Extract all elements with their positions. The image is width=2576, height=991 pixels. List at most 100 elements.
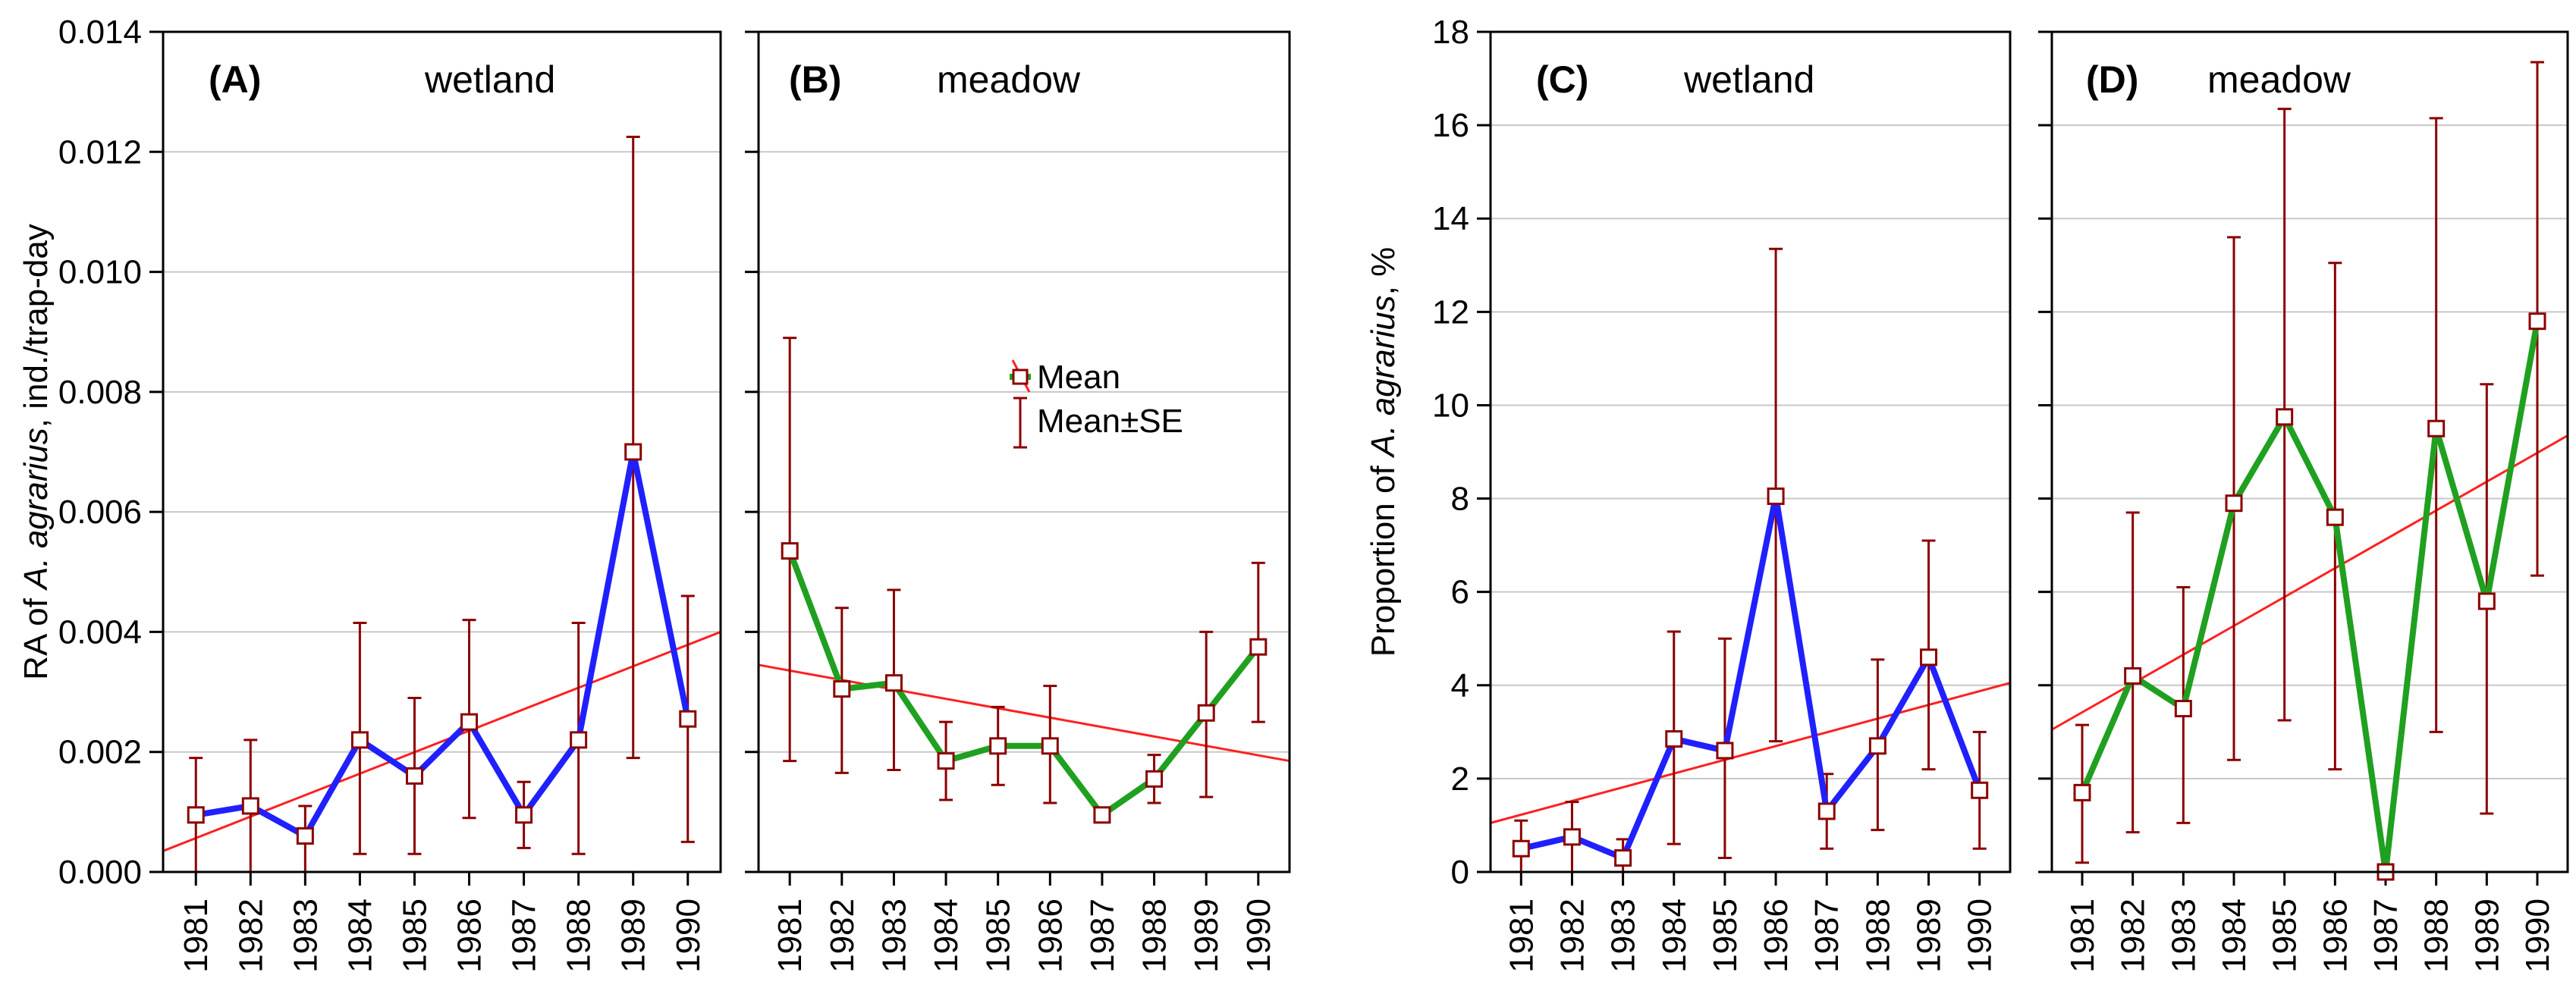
data-point <box>1249 638 1268 656</box>
x-tick-label: 1985 <box>396 898 433 973</box>
x-tick-label: 1986 <box>451 898 488 973</box>
x-tick-label: 1990 <box>670 898 707 973</box>
x-tick-label: 1983 <box>2165 898 2202 973</box>
y-tick-label: 0.014 <box>58 14 142 51</box>
y-tick-label: 14 <box>1432 200 1469 237</box>
data-point <box>2225 494 2243 513</box>
panel-label: (D) <box>2086 58 2138 101</box>
y-axis-title-species: A. agrarius <box>1365 295 1402 459</box>
data-point <box>1716 742 1734 760</box>
data-point <box>781 542 799 560</box>
panel-title: meadow <box>937 58 1081 101</box>
y-axis-title-suffix: , % <box>1365 247 1402 296</box>
x-tick-label: 1981 <box>2064 898 2101 973</box>
plot-frame <box>162 30 722 873</box>
data-point <box>1767 487 1785 505</box>
data-point <box>884 674 903 692</box>
data-point <box>679 710 697 728</box>
x-tick-label: 1989 <box>2468 898 2505 973</box>
x-tick-label: 1982 <box>232 898 269 973</box>
y-tick-label: 2 <box>1451 760 1469 798</box>
data-point <box>2073 783 2091 801</box>
y-tick-label: 0.010 <box>58 254 142 291</box>
data-point <box>1563 828 1581 846</box>
x-tick-label: 1984 <box>341 898 379 973</box>
data-point <box>460 713 479 731</box>
data-point <box>937 752 955 770</box>
x-tick-label: 1989 <box>1188 898 1225 973</box>
x-tick-label: 1984 <box>928 898 965 973</box>
y-axis-title-species: A. agrarius <box>17 428 55 591</box>
data-point <box>1145 770 1164 788</box>
y-tick-label: 0.008 <box>58 374 142 411</box>
x-tick-label: 1990 <box>2519 898 2556 973</box>
data-point <box>1665 730 1683 748</box>
y-tick-label: 12 <box>1432 293 1469 331</box>
data-point <box>2276 408 2294 426</box>
panel-title: meadow <box>2207 58 2351 101</box>
data-point <box>1197 704 1215 722</box>
y-tick-label: 0.004 <box>58 613 142 651</box>
data-point <box>187 806 205 824</box>
series-line <box>787 550 1261 818</box>
trend-line <box>162 631 721 852</box>
data-point <box>624 443 642 461</box>
x-tick-label: 1986 <box>1032 898 1069 973</box>
y-tick-label: 0.012 <box>58 133 142 171</box>
y-axis-title-prefix: Proportion of <box>1365 456 1402 657</box>
panel-title: wetland <box>424 58 555 101</box>
plot-frame <box>2050 30 2569 873</box>
x-tick-label: 1985 <box>2267 898 2304 973</box>
panel-d: 1981 1982 1983 1984 1985 1986 1987 1988 1989 1990… <box>2038 30 2569 973</box>
y-axis-title: RA of A. agrarius, ind./trap-day <box>17 224 55 680</box>
y-tick-label: 18 <box>1432 14 1469 51</box>
x-tick-label: 1987 <box>1084 898 1121 973</box>
panel-title: wetland <box>1683 58 1814 101</box>
data-point <box>1868 737 1886 755</box>
data-point <box>350 731 369 749</box>
data-point <box>2477 592 2496 610</box>
data-point <box>2427 419 2446 437</box>
y-axis-title-suffix: , ind./trap-day <box>17 224 55 428</box>
data-point <box>1512 839 1530 858</box>
data-point <box>2124 666 2142 685</box>
panel-b: 1981 1982 1983 1984 1985 1986 1987 1988 1989 1990… <box>745 30 1291 973</box>
y-tick-label: 0.006 <box>58 494 142 531</box>
y-tick-label: 8 <box>1451 481 1469 518</box>
series-line <box>1520 493 1983 861</box>
data-point <box>1614 849 1632 867</box>
x-tick-label: 1984 <box>1656 898 1693 973</box>
x-tick-label: 1981 <box>177 898 215 973</box>
panel-a: 0.000 0.002 0.004 0.006 0.008 0.010 0.012 0.014… <box>17 14 722 973</box>
series-line <box>2079 320 2540 875</box>
x-tick-label: 1988 <box>2418 898 2455 973</box>
data-point <box>405 767 423 785</box>
x-tick-label: 1982 <box>2115 898 2152 973</box>
x-tick-label: 1984 <box>2216 898 2253 973</box>
panel-label: (A) <box>209 58 261 101</box>
x-tick-label: 1988 <box>1859 898 1896 973</box>
x-tick-label: 1982 <box>1553 898 1591 973</box>
y-tick-label: 10 <box>1432 387 1469 424</box>
data-point <box>833 680 851 698</box>
data-point <box>2528 312 2546 331</box>
x-tick-label: 1987 <box>506 898 543 973</box>
data-point <box>2174 700 2192 718</box>
data-point <box>989 737 1007 755</box>
legend-marker-swatch <box>1012 368 1029 385</box>
x-tick-label: 1990 <box>1240 898 1277 973</box>
x-tick-label: 1981 <box>1503 898 1540 973</box>
y-tick-label: 0.002 <box>58 734 142 771</box>
plot-frame <box>757 30 1291 873</box>
y-tick-label: 16 <box>1432 107 1469 144</box>
data-point <box>241 797 259 815</box>
data-point <box>1093 806 1111 824</box>
panel-label: (C) <box>1536 58 1588 101</box>
x-tick-label: 1989 <box>615 898 652 973</box>
legend: Mean Mean±SE <box>1010 359 1183 449</box>
data-point <box>1971 781 1989 799</box>
trend-line <box>1490 682 2011 824</box>
data-point <box>296 827 314 845</box>
x-tick-label: 1987 <box>1808 898 1846 973</box>
